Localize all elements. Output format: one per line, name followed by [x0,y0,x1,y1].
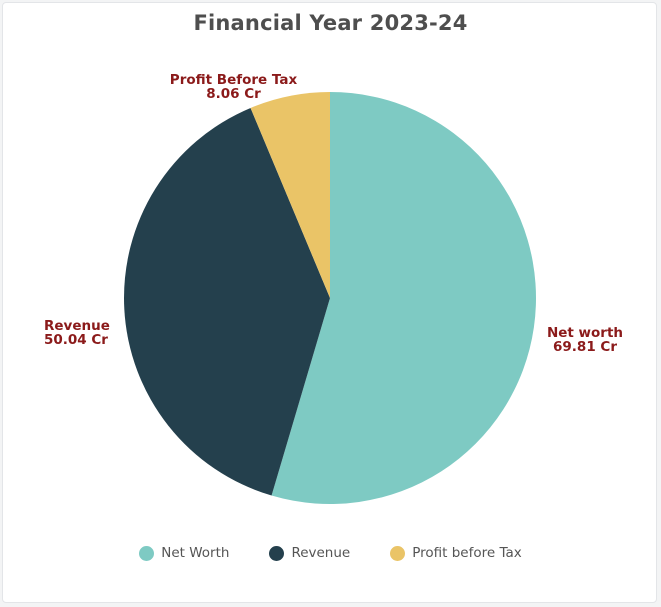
legend: Net Worth Revenue Profit before Tax [0,545,661,561]
legend-item-revenue[interactable]: Revenue [269,545,350,561]
legend-swatch-revenue [269,545,285,561]
label-profit-before-tax-value: 8.06 Cr [206,86,261,102]
legend-label-net-worth: Net Worth [161,545,230,561]
legend-item-profit-before-tax[interactable]: Profit before Tax [390,545,522,561]
legend-swatch-profit-before-tax [390,545,406,561]
pie-slice-profit-before-tax[interactable] [250,92,330,298]
pie-slice-net-worth[interactable] [271,92,536,505]
label-net-worth: Net worth 69.81 Cr [543,326,627,354]
label-revenue: Revenue 50.04 Cr [44,319,110,347]
legend-swatch-net-worth [139,545,155,561]
label-profit-before-tax: Profit Before Tax 8.06 Cr [161,73,306,101]
label-net-worth-value: 69.81 Cr [553,339,617,355]
pie-slice-revenue[interactable] [124,107,330,496]
chart-title: Financial Year 2023-24 [193,11,468,35]
label-net-worth-name: Net worth [546,325,624,341]
label-revenue-value: 50.04 Cr [44,332,108,348]
legend-label-revenue: Revenue [291,545,351,561]
label-revenue-name: Revenue [44,318,110,334]
legend-item-net-worth[interactable]: Net Worth [139,545,229,561]
label-profit-before-tax-name: Profit Before Tax [169,72,298,88]
legend-label-profit-before-tax: Profit before Tax [412,545,522,561]
